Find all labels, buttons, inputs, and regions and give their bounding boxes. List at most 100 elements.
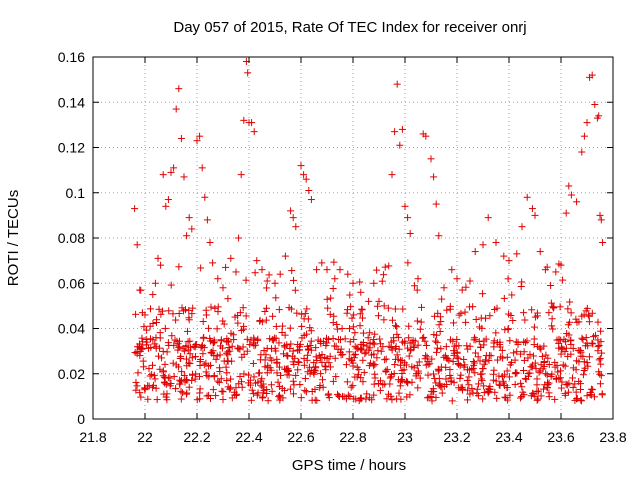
data-point (509, 317, 517, 325)
data-point (292, 223, 300, 231)
data-point (511, 370, 519, 378)
data-point (141, 311, 149, 319)
data-point (185, 306, 193, 314)
data-point (549, 325, 557, 333)
data-point (437, 345, 445, 353)
data-point (162, 202, 170, 210)
data-point (331, 354, 339, 362)
data-point (238, 383, 246, 391)
data-point (500, 294, 508, 302)
data-point (577, 385, 585, 393)
data-point (324, 335, 332, 343)
data-point (185, 383, 193, 391)
data-point (358, 306, 366, 314)
data-point (359, 329, 367, 337)
data-point (508, 291, 516, 299)
data-point (405, 322, 413, 330)
data-point (468, 365, 476, 373)
data-point (330, 312, 338, 320)
data-point (381, 356, 389, 364)
data-point (465, 373, 473, 381)
data-point (528, 306, 536, 314)
data-point (255, 369, 263, 377)
data-point (138, 334, 146, 342)
data-point (442, 343, 450, 351)
data-point (157, 310, 165, 318)
data-point (152, 384, 160, 392)
data-point (294, 358, 302, 366)
data-point (185, 214, 193, 222)
data-point (486, 312, 494, 320)
data-point (198, 164, 206, 172)
data-point (577, 348, 585, 356)
data-point (177, 387, 185, 395)
data-point (414, 341, 422, 349)
data-point (310, 370, 318, 378)
data-point (425, 393, 433, 401)
data-point (500, 252, 508, 260)
data-point (435, 232, 443, 240)
data-point (436, 327, 444, 335)
data-point (493, 339, 501, 347)
data-point (251, 379, 259, 387)
data-point (282, 365, 290, 373)
data-point (428, 397, 436, 405)
data-point (455, 311, 463, 319)
data-point (172, 316, 180, 324)
data-point (534, 387, 542, 395)
data-point (207, 303, 215, 311)
data-point (337, 345, 345, 353)
data-point (392, 355, 400, 363)
data-point (201, 193, 209, 201)
data-point (417, 318, 425, 326)
data-point (175, 343, 183, 351)
data-point (188, 354, 196, 362)
data-point (279, 350, 287, 358)
data-point (401, 202, 409, 210)
data-point (357, 374, 365, 382)
data-point (597, 216, 605, 224)
data-point (505, 257, 513, 265)
data-point (479, 290, 487, 298)
data-point (166, 374, 174, 382)
y-tick-label: 0.14 (58, 94, 85, 110)
data-point (353, 363, 361, 371)
data-point (448, 397, 456, 405)
data-point (205, 324, 213, 332)
data-point (374, 302, 382, 310)
data-point (151, 279, 159, 287)
data-point (206, 239, 214, 247)
data-point (257, 351, 265, 359)
data-point (548, 322, 556, 330)
data-point (202, 368, 210, 376)
data-point (341, 335, 349, 343)
data-point (288, 267, 296, 275)
data-point (480, 382, 488, 390)
data-point (514, 338, 522, 346)
data-point (446, 302, 454, 310)
data-point (452, 342, 460, 350)
data-point (164, 339, 172, 347)
data-point (265, 271, 273, 279)
data-point (557, 384, 565, 392)
data-point (262, 316, 270, 324)
data-point (206, 334, 214, 342)
data-point (580, 132, 588, 140)
data-point (188, 225, 196, 233)
data-point (534, 342, 542, 350)
data-point (540, 385, 548, 393)
data-point (300, 171, 308, 179)
x-tick-label: 21.8 (79, 429, 106, 445)
data-point (266, 354, 274, 362)
x-tick-labels: 21.8 22 22.2 22.4 22.6 22.8 23 23.2 23.4 23.6 23.8 (79, 429, 626, 445)
data-point (556, 303, 564, 311)
data-point (290, 276, 298, 284)
data-point (530, 323, 538, 331)
data-point (205, 391, 213, 399)
data-point (344, 270, 352, 278)
data-point (585, 318, 593, 326)
data-point (322, 342, 330, 350)
data-point (349, 323, 357, 331)
data-point (148, 370, 156, 378)
data-point (156, 334, 164, 342)
